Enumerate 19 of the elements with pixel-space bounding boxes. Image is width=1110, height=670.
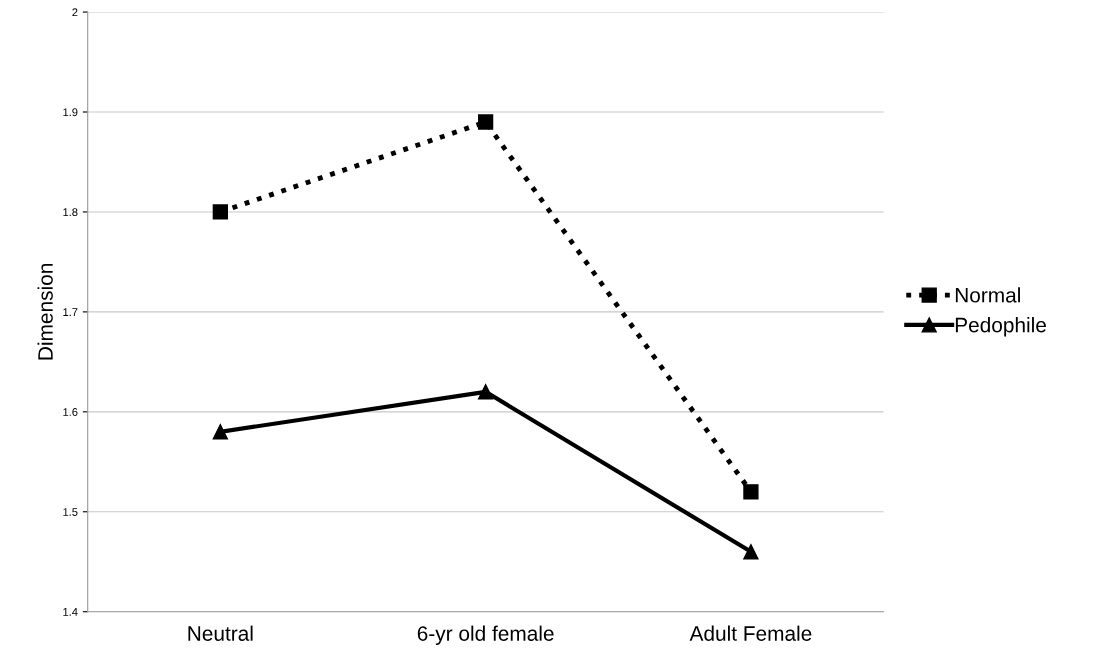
point — [212, 424, 228, 440]
y-tick-label: 1.9 — [63, 108, 78, 117]
y-tick-label: 1.6 — [63, 408, 78, 416]
x-tick-label: Neutral — [188, 625, 253, 641]
y-tick-label: 2 — [72, 8, 78, 17]
y-tick-label: 1.7 — [63, 308, 78, 316]
x-tick-label: 6-yr old female — [417, 625, 554, 646]
y-tick-label: 1.5 — [63, 508, 78, 516]
point — [212, 204, 228, 220]
legend-label: Normal — [955, 287, 1020, 303]
x-tick-label: Adult Female — [689, 625, 812, 641]
legend-label: Pedophile — [955, 317, 1046, 337]
point — [477, 384, 494, 400]
point — [743, 544, 759, 560]
y-tick-label: 1.4 — [63, 608, 78, 616]
y-tick-label: 1.8 — [63, 208, 78, 217]
point — [477, 114, 494, 130]
y-axis-title: Dimension — [37, 264, 53, 360]
point — [743, 484, 759, 500]
